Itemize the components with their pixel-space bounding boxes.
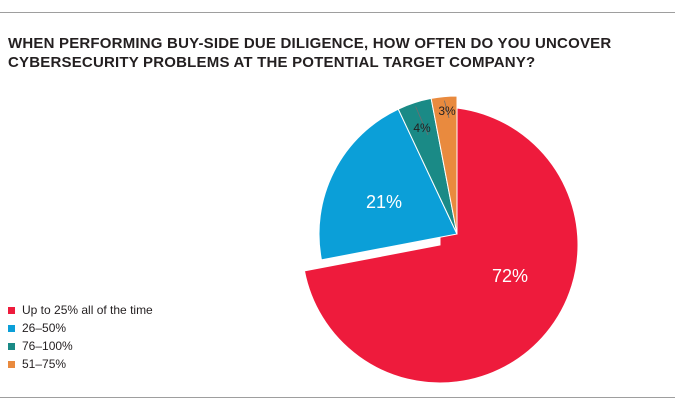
slice-label-26-50: 21%	[366, 192, 402, 212]
legend-label: Up to 25% all of the time	[22, 303, 153, 317]
chart-title: WHEN PERFORMING BUY-SIDE DUE DILIGENCE, …	[8, 34, 628, 72]
legend-label: 76–100%	[22, 339, 73, 353]
pie-slice-up-to-25-all-of-the-time	[303, 106, 579, 384]
legend-label: 51–75%	[22, 357, 67, 371]
bottom-rule	[0, 397, 675, 398]
legend-item-up-to-25-all-of-the-time: Up to 25% all of the time	[8, 301, 153, 319]
legend-item-51-75: 51–75%	[8, 355, 153, 373]
legend-swatch	[8, 324, 15, 332]
legend-item-76-100: 76–100%	[8, 337, 153, 355]
legend-label: 26–50%	[22, 321, 67, 335]
legend-swatch	[8, 306, 15, 314]
slice-label-76-100: 4%	[413, 121, 431, 135]
top-rule	[0, 12, 675, 13]
leader-line-76-100	[415, 106, 429, 136]
pie-slice-51-75	[430, 95, 458, 235]
legend: Up to 25% all of the time 26–50% 76–100% 51…	[8, 301, 153, 373]
slice-label-51-75: 3%	[438, 104, 456, 118]
chart-title-line-1: WHEN PERFORMING BUY-SIDE DUE DILIGENCE, …	[8, 35, 612, 52]
legend-swatch	[8, 342, 15, 350]
slice-label-up-to-25-all-of-the-time: 72%	[492, 266, 528, 286]
leader-line-51-75	[444, 100, 450, 119]
chart-title-line-2: CYBERSECURITY PROBLEMS AT THE POTENTIAL …	[8, 54, 536, 71]
legend-item-26-50: 26–50%	[8, 319, 153, 337]
pie-slice-26-50	[318, 108, 458, 261]
legend-swatch	[8, 360, 15, 368]
